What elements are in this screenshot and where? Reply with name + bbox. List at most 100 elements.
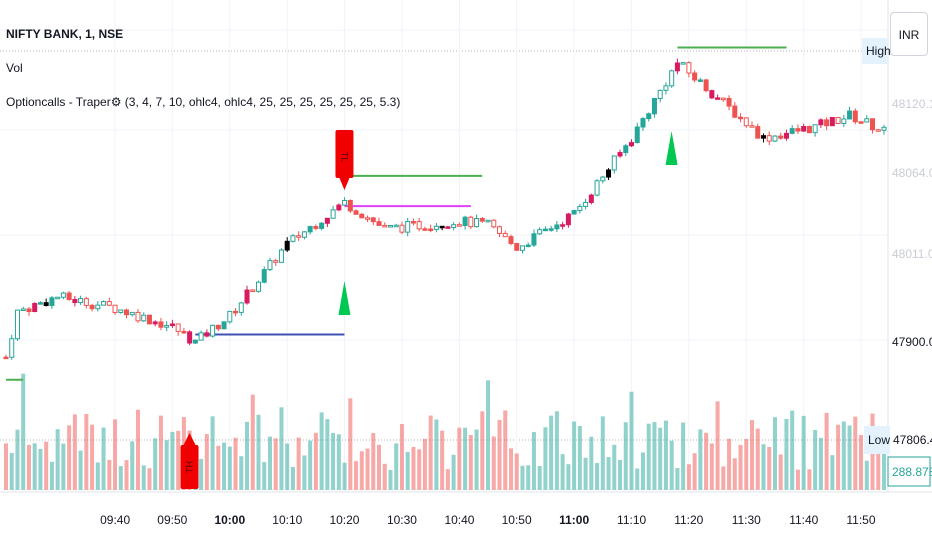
candle-body — [330, 209, 336, 219]
candle-body — [531, 233, 537, 246]
candle-body — [187, 331, 193, 344]
candle-body — [342, 200, 348, 206]
volume-bar — [135, 409, 140, 490]
volume-bar — [67, 425, 72, 490]
candle-body — [422, 228, 428, 231]
volume-bar — [405, 451, 410, 490]
candle-body — [106, 301, 112, 306]
candle-body — [829, 116, 835, 127]
volume-bar — [158, 415, 163, 490]
candle-body — [795, 128, 801, 132]
time-tick-label: 10:50 — [502, 513, 532, 527]
candle-body — [709, 90, 715, 99]
volume-bar — [153, 438, 158, 490]
candle-body — [118, 309, 124, 313]
candle-body — [26, 308, 32, 313]
candle-body — [542, 228, 548, 232]
candle-body — [686, 62, 692, 74]
volume-bar — [744, 438, 749, 490]
volume-bar — [732, 458, 737, 490]
candle-body — [124, 309, 130, 316]
volume-value-box — [887, 456, 931, 487]
low-badge-bg — [864, 426, 890, 454]
volume-bar — [612, 444, 617, 490]
volume-bar — [549, 415, 554, 490]
candle-body — [755, 126, 761, 139]
volume-bar — [514, 453, 519, 490]
candle-body — [238, 302, 244, 313]
indicator-legend[interactable]: Optioncalls - Traper⚙ (3, 4, 7, 10, ohlc… — [6, 95, 401, 109]
volume-bar — [767, 447, 772, 490]
volume-bar — [84, 413, 89, 490]
volume-bar — [520, 465, 525, 490]
time-tick-label: 11:30 — [732, 513, 761, 527]
candle-body — [875, 129, 881, 132]
volume-bar — [853, 416, 858, 490]
volume-bar — [170, 431, 175, 490]
volume-legend[interactable]: Vol — [6, 61, 23, 75]
volume-bar — [354, 461, 359, 490]
candle-body — [583, 201, 589, 207]
candle-body — [301, 231, 307, 238]
volume-bar — [503, 410, 508, 490]
candle-body — [146, 314, 152, 325]
candle-body — [806, 125, 812, 134]
candle-body — [732, 105, 738, 118]
candle-body — [359, 213, 365, 219]
volume-bar — [267, 436, 272, 490]
volume-bar — [101, 427, 106, 490]
candle-body — [353, 210, 359, 215]
volume-bar — [32, 443, 37, 490]
volume-bar — [428, 415, 433, 490]
candle-body — [451, 224, 457, 228]
candle-body — [164, 325, 170, 328]
volume-bar — [750, 420, 755, 490]
candle-body — [387, 224, 393, 228]
volume-bar — [876, 453, 881, 490]
currency-button[interactable]: INR — [890, 12, 928, 56]
volume-bar — [113, 419, 118, 490]
symbol-title[interactable]: NIFTY BANK, 1, NSE — [6, 27, 124, 41]
time-tick-label: 10:40 — [444, 513, 474, 527]
candle-body — [663, 85, 669, 91]
volume-bar — [273, 438, 278, 490]
volume-bar — [795, 469, 800, 490]
volume-bar — [26, 444, 31, 490]
volume-bar — [440, 430, 445, 490]
candle-body — [594, 180, 600, 196]
candle-body — [376, 221, 382, 226]
candle-body — [89, 304, 95, 310]
volume-bar — [342, 462, 347, 490]
candle-body — [215, 324, 221, 330]
volume-bar — [681, 422, 686, 490]
volume-bar — [239, 456, 244, 490]
volume-bar — [417, 449, 422, 490]
candle-body — [715, 97, 721, 100]
volume-bar — [290, 466, 295, 490]
volume-bar — [497, 419, 502, 490]
volume-bar — [348, 398, 353, 490]
volume-bar — [686, 464, 691, 490]
candle-body — [83, 298, 89, 306]
candle-body — [651, 97, 657, 115]
volume-bar — [107, 459, 112, 490]
volume-bar — [606, 456, 611, 490]
volume-bar — [434, 419, 439, 490]
candle-body — [852, 110, 858, 123]
candle-body — [841, 118, 847, 124]
candle-body — [502, 232, 508, 238]
candle-body — [158, 321, 164, 328]
candle-body — [290, 235, 296, 242]
candle-body — [393, 224, 399, 228]
candle-body — [382, 224, 388, 228]
volume-bar — [141, 465, 146, 490]
volume-bar — [715, 401, 720, 490]
candle-body — [646, 113, 652, 120]
low-value: 47806.40 — [893, 433, 932, 447]
volume-bar — [761, 444, 766, 490]
volume-bar — [554, 411, 559, 490]
candle-body — [428, 228, 434, 232]
volume-bar — [589, 436, 594, 490]
